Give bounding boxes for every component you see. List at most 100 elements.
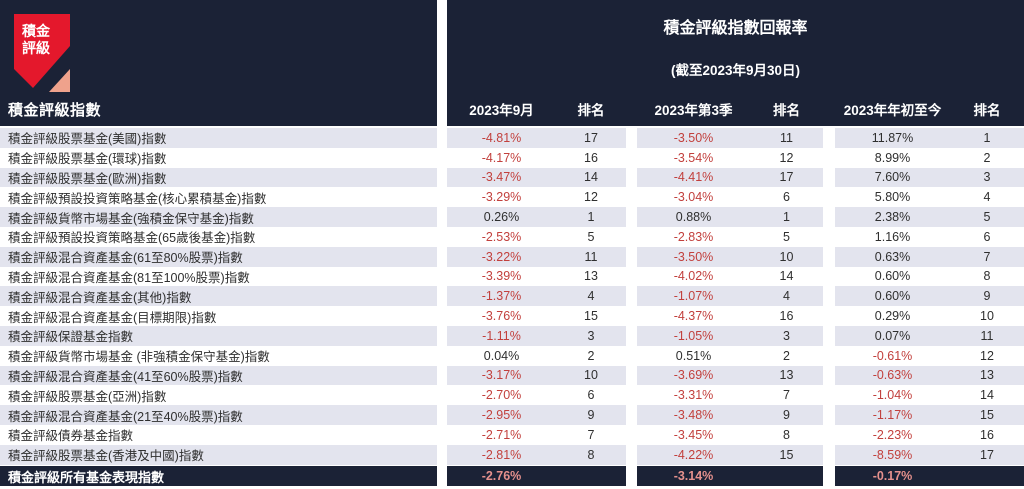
column-gap [823, 128, 835, 148]
rank-2023-ytd-cell [950, 466, 1024, 487]
table-row: 積金評級股票基金(香港及中國)指數 -2.81% 8 -4.22% 15 -8.59% 17 [0, 444, 1024, 465]
column-gap [626, 365, 637, 386]
fund-name-cell: 積金評級預設投資策略基金(65歲後基金)指數 [0, 226, 437, 247]
value-2023-q3-cell: -3.50% [637, 128, 750, 148]
fund-name-cell: 積金評級混合資產基金(目標期限)指數 [0, 306, 437, 326]
value-2023-sep-cell: -3.29% [447, 187, 556, 208]
column-gap [823, 147, 835, 168]
col-header-gap-1 [626, 99, 637, 119]
table-row: 積金評級預設投資策略基金(核心累積基金)指數 -3.29% 12 -3.04% 6 5.8… [0, 187, 1024, 208]
fund-name-cell: 積金評級股票基金(美國)指數 [0, 128, 437, 148]
column-gap [626, 226, 637, 247]
col-header-rank-3: 排名 [973, 103, 1001, 118]
rank-2023-q3-cell: 3 [750, 325, 823, 346]
column-gap [626, 246, 637, 267]
rank-2023-ytd-cell: 15 [950, 405, 1024, 425]
value-2023-sep-cell: -4.17% [447, 147, 556, 168]
fund-name-cell: 積金評級混合資產基金(其他)指數 [0, 286, 437, 307]
page-header: 積金 評級 積金評級指數 積金評級指數回報率 (截至2023年9月30日) 20… [0, 0, 1024, 126]
value-2023-q3-cell: -3.54% [637, 147, 750, 168]
value-2023-sep-cell: -3.76% [447, 306, 556, 326]
rank-2023-ytd-cell: 4 [950, 187, 1024, 208]
value-2023-sep-cell: -1.37% [447, 286, 556, 307]
value-2023-q3-cell: -4.22% [637, 444, 750, 465]
value-2023-ytd-cell: 7.60% [835, 167, 950, 188]
col-header-rank-2: 排名 [773, 103, 800, 118]
rank-2023-sep-cell: 9 [556, 405, 626, 425]
column-gap [626, 385, 637, 406]
fund-name-cell: 積金評級混合資產基金(61至80%股票)指數 [0, 246, 437, 267]
logo-text-line2: 評級 [22, 40, 50, 56]
fund-name-cell: 積金評級債券基金指數 [0, 424, 437, 445]
fund-name-cell: 積金評級所有基金表現指數 [0, 466, 437, 487]
rank-2023-ytd-cell: 1 [950, 128, 1024, 148]
value-2023-ytd-cell: 11.87% [835, 128, 950, 148]
value-2023-sep-cell: 0.26% [447, 207, 556, 227]
rank-2023-sep-cell: 7 [556, 424, 626, 445]
rank-2023-q3-cell: 12 [750, 147, 823, 168]
rank-2023-q3-cell: 5 [750, 226, 823, 247]
col-header-gap-2 [823, 99, 835, 119]
fund-name-cell: 積金評級股票基金(香港及中國)指數 [0, 444, 437, 465]
column-gap [437, 385, 447, 406]
table-row: 積金評級債券基金指數 -2.71% 7 -3.45% 8 -2.23% 16 [0, 424, 1024, 445]
column-gap [437, 325, 447, 346]
value-2023-sep-cell: -3.47% [447, 167, 556, 188]
column-gap [823, 306, 835, 326]
name-column-header: 積金評級指數 [8, 102, 102, 119]
column-gap [437, 466, 447, 487]
table-row: 積金評級混合資產基金(61至80%股票)指數 -3.22% 11 -3.50% 10 0.… [0, 246, 1024, 267]
value-2023-q3-cell: -3.31% [637, 385, 750, 406]
value-2023-q3-cell: -3.45% [637, 424, 750, 445]
column-gap [823, 246, 835, 267]
table-row: 積金評級預設投資策略基金(65歲後基金)指數 -2.53% 5 -2.83% 5 1.16… [0, 226, 1024, 247]
header-left-block: 積金 評級 積金評級指數 [0, 0, 437, 126]
rank-2023-sep-cell: 11 [556, 246, 626, 267]
rank-2023-ytd-cell: 14 [950, 385, 1024, 406]
value-2023-ytd-cell: -0.61% [835, 345, 950, 366]
column-gap [823, 266, 835, 287]
rank-2023-ytd-cell: 6 [950, 226, 1024, 247]
rank-2023-q3-cell: 9 [750, 405, 823, 425]
column-gap [437, 246, 447, 267]
fund-name-cell: 積金評級混合資產基金(81至100%股票)指數 [0, 266, 437, 287]
col-header-2023-q3: 2023年第3季 [654, 103, 733, 118]
column-gap [437, 345, 447, 366]
rank-2023-q3-cell: 17 [750, 167, 823, 188]
value-2023-sep-cell: -2.81% [447, 444, 556, 465]
value-2023-sep-cell: -3.39% [447, 266, 556, 287]
rank-2023-ytd-cell: 8 [950, 266, 1024, 287]
rank-2023-ytd-cell: 2 [950, 147, 1024, 168]
column-gap [626, 345, 637, 366]
column-gap [437, 306, 447, 326]
rank-2023-sep-cell: 16 [556, 147, 626, 168]
table-row: 積金評級混合資產基金(其他)指數 -1.37% 4 -1.07% 4 0.60% 9 [0, 286, 1024, 307]
column-gap [823, 226, 835, 247]
rank-2023-ytd-cell: 17 [950, 444, 1024, 465]
rank-2023-sep-cell: 6 [556, 385, 626, 406]
column-gap [823, 207, 835, 227]
rank-2023-sep-cell: 13 [556, 266, 626, 287]
rank-2023-ytd-cell: 12 [950, 345, 1024, 366]
value-2023-q3-cell: 0.51% [637, 345, 750, 366]
column-gap [437, 424, 447, 445]
value-2023-q3-cell: -3.48% [637, 405, 750, 425]
rank-2023-sep-cell: 5 [556, 226, 626, 247]
table-row: 積金評級貨幣市場基金 (非強積金保守基金)指數 0.04% 2 0.51% 2 -0.61… [0, 345, 1024, 366]
rank-2023-q3-cell: 13 [750, 365, 823, 386]
column-gap [823, 444, 835, 465]
rank-2023-ytd-cell: 16 [950, 424, 1024, 445]
rank-2023-q3-cell: 8 [750, 424, 823, 445]
rank-2023-q3-cell [750, 466, 823, 487]
table-row: 積金評級混合資產基金(目標期限)指數 -3.76% 15 -4.37% 16 0.29% 1… [0, 306, 1024, 326]
column-gap [626, 167, 637, 188]
value-2023-q3-cell: -2.83% [637, 226, 750, 247]
column-gap [823, 466, 835, 487]
total-row: 積金評級所有基金表現指數 -2.76% -3.14% -0.17% [0, 466, 1024, 487]
value-2023-q3-cell: -3.50% [637, 246, 750, 267]
value-2023-ytd-cell: 5.80% [835, 187, 950, 208]
value-2023-ytd-cell: 0.63% [835, 246, 950, 267]
rank-2023-sep-cell: 3 [556, 325, 626, 346]
fund-name-cell: 積金評級混合資產基金(21至40%股票)指數 [0, 405, 437, 425]
